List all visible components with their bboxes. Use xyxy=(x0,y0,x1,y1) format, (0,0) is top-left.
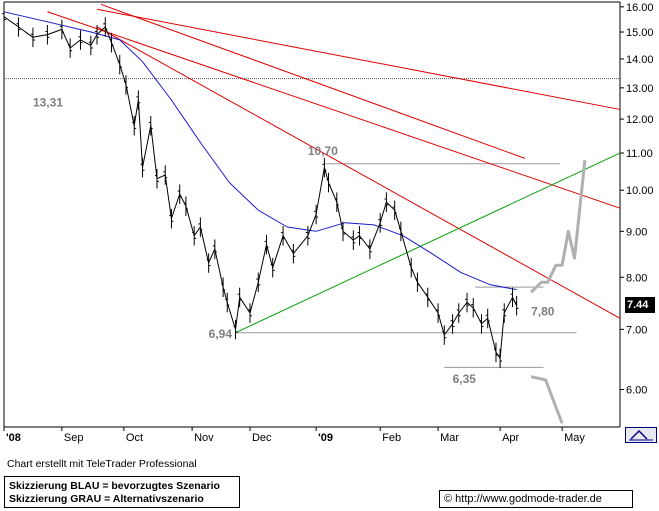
y-tick-label: 7.00 xyxy=(626,324,647,336)
scenario-sketches xyxy=(530,160,587,424)
long-ma-red-line xyxy=(100,3,526,159)
chart-credit: Chart erstellt mit TeleTrader Profession… xyxy=(7,458,197,470)
x-tick-label: Dec xyxy=(252,432,272,444)
annotation-label: 6,35 xyxy=(453,372,477,386)
chart-resize-icon[interactable] xyxy=(625,427,657,443)
annotation-label: 7,80 xyxy=(531,305,555,319)
price-series xyxy=(2,7,519,369)
horizontal-levels xyxy=(4,78,620,368)
y-tick-label: 15.00 xyxy=(626,27,654,39)
annotations: 13,31 10,70 6,94 7,80 6,35 xyxy=(33,95,555,386)
downtrend-2-line xyxy=(47,11,621,209)
x-tick-label: Nov xyxy=(194,432,214,444)
downtrend-3-line xyxy=(96,26,621,319)
x-axis: '08 Sep Oct Nov Dec '09 Feb Mar Apr May xyxy=(3,427,585,444)
scenario-grey-up xyxy=(530,160,587,294)
x-tick-label: May xyxy=(564,432,585,444)
last-price-badge: 7.44 xyxy=(625,297,655,313)
y-tick-label: 8.00 xyxy=(626,272,647,284)
y-tick-label: 14.00 xyxy=(626,54,654,66)
y-axis: 16.00 15.00 14.00 13.00 12.00 11.00 10.00 9.00 8… xyxy=(620,2,654,396)
y-tick-label: 11.00 xyxy=(626,148,653,160)
y-tick-label: 13.00 xyxy=(626,83,654,95)
annotation-label: 10,70 xyxy=(308,144,338,158)
x-tick-label: Apr xyxy=(502,432,519,444)
scenario-grey-label: Skizzierung GRAU = Alternativszenario xyxy=(9,493,204,505)
y-tick-label: 6.00 xyxy=(626,384,647,396)
scenario-blue-label: Skizzierung BLAU = bevorzugtes Szenario xyxy=(9,480,220,492)
x-tick-label: '08 xyxy=(6,432,21,444)
downtrend-1-line xyxy=(96,8,621,110)
annotation-label: 6,94 xyxy=(209,327,233,341)
plot-frame xyxy=(3,1,621,428)
x-tick-label: Feb xyxy=(382,432,401,444)
y-tick-label: 16.00 xyxy=(626,2,654,14)
moving-average xyxy=(3,11,517,291)
x-tick-label: Sep xyxy=(64,432,84,444)
scenario-legend: Skizzierung BLAU = bevorzugtes Szenario … xyxy=(4,476,240,508)
moving-average-line xyxy=(3,11,517,291)
source-link[interactable]: © http://www.godmode-trader.de xyxy=(439,490,633,508)
uptrend-line xyxy=(235,152,621,334)
y-tick-label: 12.00 xyxy=(626,114,654,126)
x-tick-label: Mar xyxy=(440,432,459,444)
annotation-label: 13,31 xyxy=(33,95,63,109)
y-tick-label: 9.00 xyxy=(626,226,647,238)
scenario-grey-down xyxy=(530,375,564,424)
x-tick-label: Oct xyxy=(126,432,143,444)
y-tick-label: 10.00 xyxy=(626,185,654,197)
x-tick-label: '09 xyxy=(318,432,333,444)
price-line xyxy=(3,16,518,359)
trendlines xyxy=(47,3,621,334)
